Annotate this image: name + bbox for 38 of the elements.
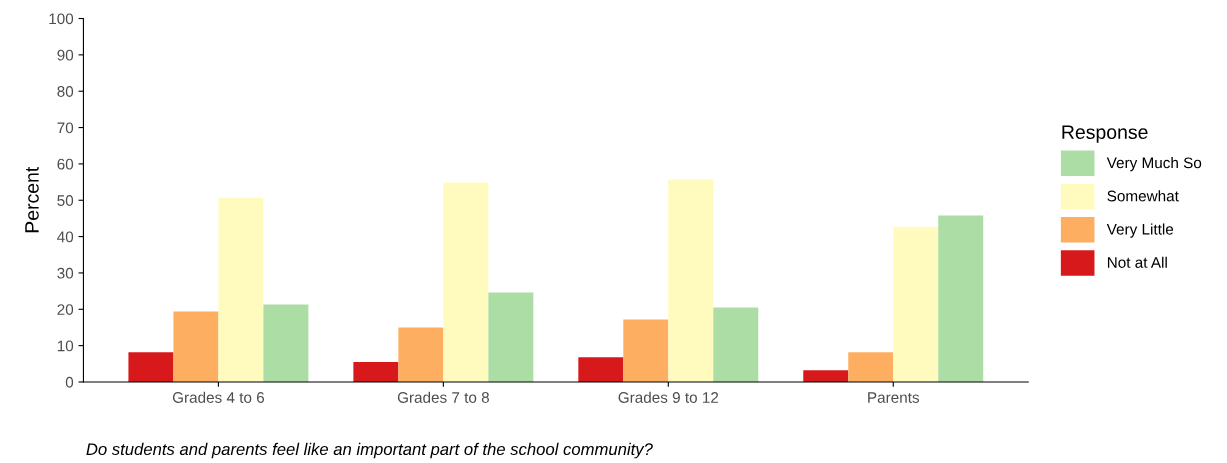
y-tick-label: 80 [57, 86, 74, 97]
legend-label: Very Much So [1106, 156, 1202, 172]
y-axis-title: Percent [25, 166, 39, 233]
bar [938, 215, 984, 382]
bar [128, 352, 174, 382]
bar [803, 370, 849, 382]
bar [353, 361, 399, 382]
y-tick-label: 20 [57, 304, 74, 315]
y-tick-label: 0 [65, 376, 74, 388]
y-tick-label: 60 [57, 158, 74, 170]
legend-label: Not at All [1107, 256, 1167, 268]
x-tick-label: Grades 4 to 6 [172, 391, 265, 403]
legend-label: Somewhat [1107, 190, 1179, 202]
x-tick-label: Grades 9 to 12 [618, 391, 719, 403]
bar [218, 197, 264, 382]
bar [848, 352, 894, 382]
x-tick-label: Parents [868, 392, 920, 403]
legend-label: Very Little [1106, 223, 1174, 238]
y-tick-label: 100 [49, 13, 74, 25]
bar [623, 319, 669, 382]
text: Do students and parents feel like an important part of the school community? [86, 442, 653, 459]
x-tick-label: Grades 7 to 8 [397, 391, 489, 403]
bar [398, 327, 444, 382]
bar [443, 182, 489, 382]
y-tick-label: 10 [57, 340, 74, 352]
bar [578, 357, 624, 382]
y-tick-label: 90 [57, 49, 74, 61]
y-tick-label: 50 [57, 195, 74, 206]
bar [263, 304, 309, 382]
bar [173, 311, 219, 382]
y-tick-label: 70 [57, 122, 74, 134]
bar [668, 179, 714, 382]
bar [488, 292, 534, 382]
legend-title: Response [1062, 125, 1148, 143]
y-tick-label: 40 [57, 231, 74, 243]
bar [893, 226, 939, 382]
bar [713, 307, 759, 382]
y-tick-label: 30 [57, 267, 74, 279]
